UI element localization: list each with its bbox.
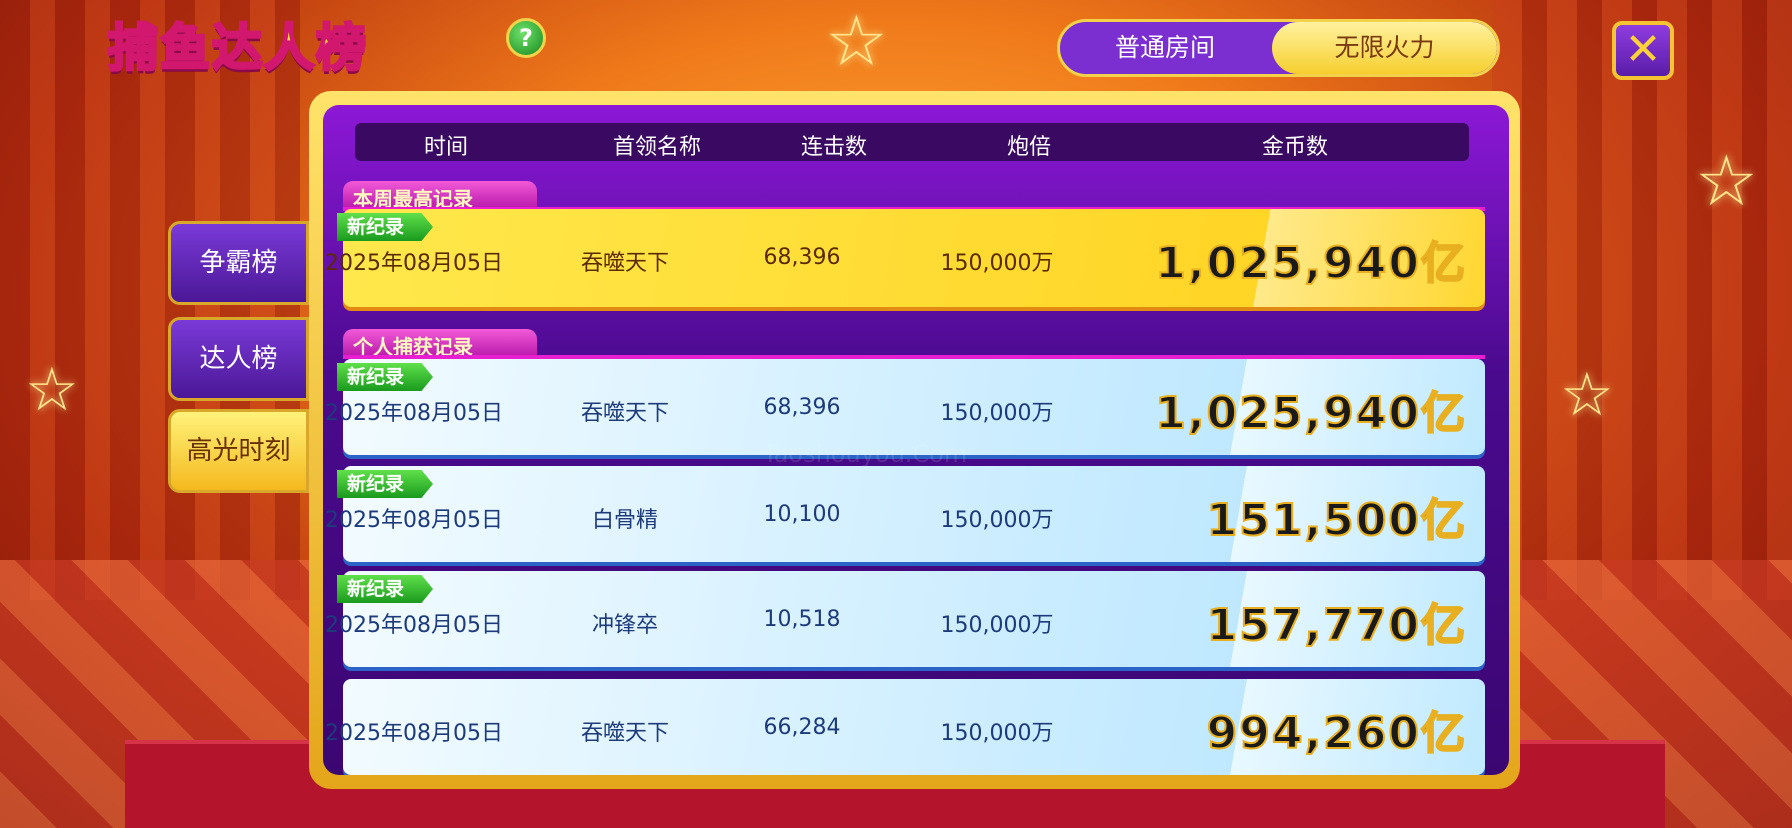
row-time: 2025年08月05日 [325, 613, 503, 638]
tab-highlight[interactable]: 高光时刻 [168, 409, 309, 493]
room-option-unlimited[interactable]: 无限火力 [1272, 22, 1497, 74]
table-row: 新纪录 2025年08月05日 吞噬天下 68,396 150,000万 1,0… [325, 209, 1485, 307]
table-row: 新纪录 2025年08月05日 冲锋卒 10,518 150,000万 157,… [325, 571, 1485, 667]
col-boss: 首领名称 [612, 135, 702, 160]
row-coins: 1,025,940亿 [1154, 237, 1467, 290]
row-multiplier: 150,000万 [940, 721, 1054, 746]
row-time: 2025年08月05日 [325, 721, 503, 746]
curtain-right [1492, 0, 1792, 600]
star-icon: ☆ [25, 355, 79, 425]
row-boss: 白骨精 [591, 508, 659, 533]
row-time: 2025年08月05日 [325, 508, 503, 533]
leaderboard-panel: 时间 首领名称 连击数 炮倍 金币数 本周最高记录 新纪录 2025年08月05… [323, 105, 1509, 775]
col-time: 时间 [423, 135, 469, 160]
room-toggle[interactable]: 普通房间 无限火力 [1057, 19, 1500, 77]
row-boss: 吞噬天下 [580, 401, 670, 426]
row-coins: 994,260亿 [1206, 707, 1467, 760]
watermark: Taoshouyou.Com [763, 440, 968, 468]
table-row: 新纪录 2025年08月05日 吞噬天下 68,396 150,000万 1,0… [325, 359, 1485, 455]
new-record-badge: 新纪录 [337, 470, 433, 498]
row-time: 2025年08月05日 [325, 251, 503, 276]
table-header: 时间 首领名称 连击数 炮倍 金币数 [355, 123, 1469, 161]
tab-daren[interactable]: 达人榜 [168, 317, 309, 401]
close-icon: ✕ [1624, 24, 1662, 75]
table-row: 2025年08月05日 吞噬天下 66,284 150,000万 994,260… [325, 679, 1485, 775]
close-button[interactable]: ✕ [1612, 21, 1674, 80]
row-combo: 10,518 [763, 607, 841, 632]
new-record-badge: 新纪录 [337, 363, 433, 391]
star-icon: ☆ [1560, 360, 1614, 430]
row-boss: 吞噬天下 [580, 251, 670, 276]
row-coins: 1,025,940亿 [1154, 387, 1467, 440]
room-option-normal[interactable]: 普通房间 [1114, 33, 1215, 62]
divider [343, 355, 1485, 359]
help-icon[interactable]: ? [506, 18, 546, 58]
star-icon: ☆ [825, 0, 888, 82]
row-boss: 冲锋卒 [591, 613, 659, 638]
row-coins: 157,770亿 [1206, 599, 1467, 652]
page-title: 捕鱼达人榜 [107, 18, 368, 79]
row-multiplier: 150,000万 [940, 508, 1054, 533]
tab-zhengba[interactable]: 争霸榜 [168, 221, 309, 305]
row-boss: 吞噬天下 [580, 721, 670, 746]
row-combo: 10,100 [763, 502, 841, 527]
row-time: 2025年08月05日 [325, 401, 503, 426]
col-combo: 连击数 [800, 135, 868, 160]
row-multiplier: 150,000万 [940, 251, 1054, 276]
new-record-badge: 新纪录 [337, 213, 433, 241]
star-icon: ☆ [1695, 140, 1758, 222]
row-multiplier: 150,000万 [940, 613, 1054, 638]
table-row: 新纪录 2025年08月05日 白骨精 10,100 150,000万 151,… [325, 466, 1485, 562]
col-coins: 金币数 [1261, 135, 1329, 160]
row-multiplier: 150,000万 [940, 401, 1054, 426]
col-multiplier: 炮倍 [1006, 135, 1052, 160]
new-record-badge: 新纪录 [337, 575, 433, 603]
row-combo: 66,284 [763, 715, 841, 740]
row-combo: 68,396 [763, 245, 841, 270]
row-coins: 151,500亿 [1206, 494, 1467, 547]
row-combo: 68,396 [763, 395, 841, 420]
